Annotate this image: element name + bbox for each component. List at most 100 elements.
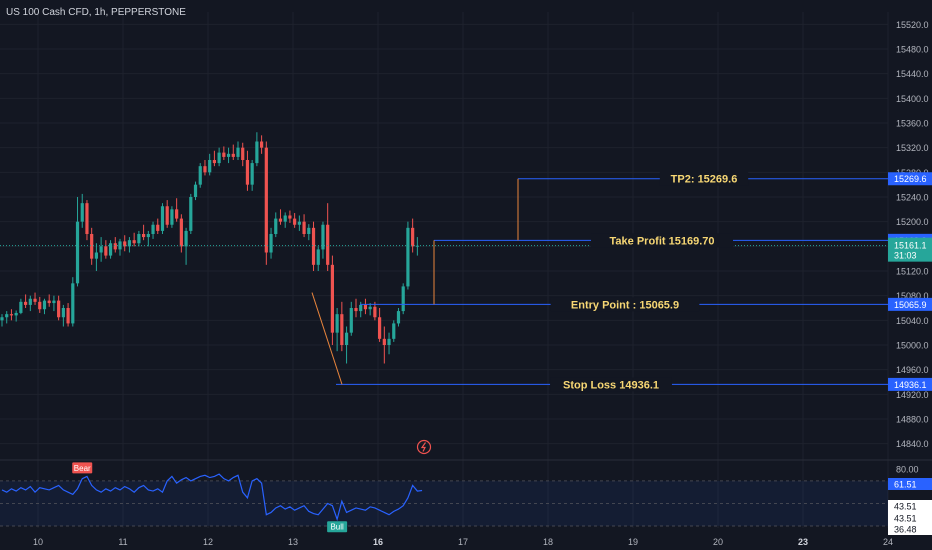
candle[interactable] [326, 203, 330, 271]
candle[interactable] [311, 221, 316, 271]
candle[interactable] [127, 237, 132, 253]
candle[interactable] [47, 294, 51, 307]
candle[interactable] [231, 144, 235, 160]
candle[interactable] [222, 146, 226, 160]
rsi-marker-bear[interactable]: Bear [72, 462, 93, 474]
candle-body [0, 317, 4, 321]
price-axis[interactable]: 14840.0 14880.0 14920.0 14960.0 15000.0 15040… [888, 20, 932, 535]
candle[interactable] [269, 227, 273, 259]
candle[interactable] [156, 218, 160, 234]
candle[interactable] [52, 295, 56, 312]
candle[interactable] [38, 296, 42, 313]
candle[interactable] [132, 232, 136, 247]
candle[interactable] [378, 308, 382, 342]
candle[interactable] [137, 230, 141, 247]
candle[interactable] [170, 206, 174, 228]
candle[interactable] [160, 203, 165, 234]
candle-body [415, 245, 419, 247]
candle[interactable] [406, 221, 410, 290]
candle[interactable] [113, 237, 117, 253]
candle[interactable] [175, 198, 179, 222]
candle[interactable] [33, 292, 37, 305]
candle[interactable] [85, 200, 89, 241]
candle[interactable] [146, 230, 150, 247]
candle[interactable] [255, 132, 259, 167]
candle[interactable] [99, 237, 103, 262]
candle[interactable] [363, 298, 368, 315]
time-axis[interactable]: 10 11 12 13 16 17 18 19 20 23 24 [33, 537, 893, 547]
candle[interactable] [340, 301, 344, 352]
candle[interactable] [387, 332, 391, 355]
candle[interactable] [198, 163, 202, 188]
candle[interactable] [24, 294, 28, 308]
candle[interactable] [212, 150, 216, 167]
candle[interactable] [80, 193, 84, 228]
candle[interactable] [66, 303, 70, 327]
candle[interactable] [203, 160, 207, 176]
candle[interactable] [245, 150, 250, 191]
rsi-pane[interactable]: Bear Bull [0, 459, 932, 533]
candle[interactable] [302, 214, 306, 238]
candle[interactable] [354, 298, 358, 318]
candle[interactable] [57, 295, 61, 321]
candle[interactable] [349, 301, 353, 336]
candle[interactable] [288, 210, 292, 223]
candle[interactable] [42, 298, 47, 315]
candle[interactable] [401, 283, 405, 315]
replay-icon[interactable] [416, 439, 432, 455]
candle[interactable] [250, 160, 254, 191]
candle[interactable] [274, 212, 278, 238]
candle[interactable] [28, 295, 32, 312]
candle[interactable] [75, 197, 80, 287]
candle-body [406, 227, 410, 287]
candle[interactable] [123, 235, 127, 252]
candle[interactable] [184, 227, 188, 265]
candle[interactable] [411, 218, 415, 253]
candle[interactable] [293, 213, 297, 228]
annotations[interactable]: TP2: 15269.6 Take Profit 15169.70 Entry Po… [0, 171, 888, 392]
candle[interactable] [208, 153, 212, 176]
candle[interactable] [108, 240, 113, 259]
candle[interactable] [151, 221, 155, 239]
candle[interactable] [5, 311, 9, 324]
candle[interactable] [321, 221, 325, 259]
candle[interactable] [278, 209, 283, 225]
candle[interactable] [19, 298, 23, 315]
candle[interactable] [241, 142, 245, 167]
candle[interactable] [94, 243, 98, 271]
candle[interactable] [264, 141, 268, 265]
candle[interactable] [260, 135, 264, 154]
price-tick-label: 15440.0 [896, 69, 929, 79]
candles[interactable] [0, 132, 419, 364]
candle[interactable] [142, 224, 146, 241]
candle[interactable] [307, 224, 311, 241]
candle[interactable] [14, 310, 18, 322]
candle[interactable] [396, 308, 401, 327]
candle[interactable] [382, 326, 386, 364]
candle[interactable] [373, 301, 377, 321]
candle[interactable] [226, 147, 231, 164]
candle[interactable] [368, 303, 372, 316]
candle[interactable] [335, 308, 339, 352]
candle[interactable] [104, 240, 108, 259]
candle[interactable] [71, 277, 75, 327]
candle[interactable] [344, 326, 349, 364]
candle[interactable] [392, 320, 396, 342]
candle[interactable] [61, 304, 65, 327]
candle[interactable] [330, 255, 334, 345]
candle[interactable] [9, 309, 14, 321]
candle[interactable] [165, 200, 169, 228]
candle[interactable] [90, 227, 94, 265]
candle[interactable] [415, 237, 419, 256]
candle[interactable] [193, 181, 198, 201]
candle[interactable] [179, 214, 183, 253]
candle[interactable] [283, 212, 287, 228]
rsi-marker-bull[interactable]: Bull [327, 521, 348, 533]
candle[interactable] [189, 193, 193, 234]
candle[interactable] [217, 147, 221, 167]
candle[interactable] [297, 215, 301, 231]
candle[interactable] [236, 141, 240, 161]
candle[interactable] [0, 314, 4, 327]
candle[interactable] [316, 246, 320, 271]
